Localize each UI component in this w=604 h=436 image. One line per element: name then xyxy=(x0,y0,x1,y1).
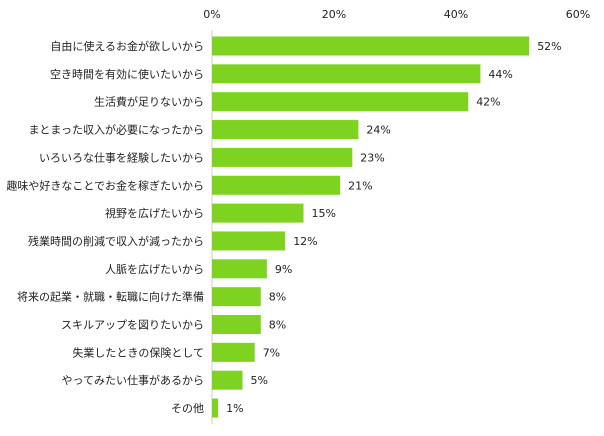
value-label: 52% xyxy=(537,40,561,53)
category-label: 残業時間の削減で収入が減ったから xyxy=(28,234,204,248)
bar xyxy=(212,147,353,167)
category-label: 自由に使えるお金が欲しいから xyxy=(50,39,204,53)
category-label: やってみたい仕事があるから xyxy=(62,373,204,387)
bar xyxy=(212,64,481,84)
bar xyxy=(212,120,359,140)
bar xyxy=(212,36,530,56)
value-label: 44% xyxy=(488,68,512,81)
category-label: いろいろな仕事を経験したいから xyxy=(39,150,204,164)
category-label: 空き時間を有効に使いたいから xyxy=(50,67,204,81)
value-label: 8% xyxy=(269,319,286,332)
bar xyxy=(212,259,267,279)
category-label: 生活費が足りないから xyxy=(94,95,204,109)
bar xyxy=(212,370,243,390)
x-tick-label: 60% xyxy=(566,8,590,21)
bar xyxy=(212,315,261,334)
value-label: 9% xyxy=(275,263,292,276)
bar xyxy=(212,231,286,251)
value-label: 8% xyxy=(269,291,286,304)
value-label: 15% xyxy=(312,207,336,220)
category-label: 人脈を広げたいから xyxy=(105,262,204,276)
value-label: 23% xyxy=(360,151,384,164)
category-label: 趣味や好きなことでお金を稼ぎたいから xyxy=(6,178,204,192)
category-label: スキルアップを図りたいから xyxy=(61,319,204,332)
value-label: 7% xyxy=(263,346,280,359)
bar xyxy=(212,342,255,362)
x-axis-ticks: 0% 20% 40% 60% xyxy=(203,8,590,21)
value-label: 21% xyxy=(348,179,372,192)
value-label: 5% xyxy=(251,374,268,387)
value-label: 24% xyxy=(366,124,390,137)
bar xyxy=(212,203,304,223)
x-tick-label: 20% xyxy=(322,8,346,21)
category-label: 将来の起業・就職・転職に向けた準備 xyxy=(17,290,204,304)
value-label: 12% xyxy=(293,235,317,248)
bar xyxy=(212,398,219,418)
category-labels: 自由に使えるお金が欲しいから空き時間を有効に使いたいから生活費が足りないからまと… xyxy=(6,39,204,415)
category-label: 視野を広げたいから xyxy=(105,206,204,220)
value-label: 42% xyxy=(476,96,500,109)
bar xyxy=(212,175,341,195)
category-label: まとまった収入が必要になったから xyxy=(28,123,204,137)
bar xyxy=(212,92,469,112)
value-label: 1% xyxy=(226,402,243,415)
bar xyxy=(212,287,261,307)
value-labels: 52% 44% 42% 24% 23% 21% 15% 12% 9% 8% 8% 7% 5% 1% xyxy=(226,40,562,415)
category-label: その他 xyxy=(171,402,204,415)
bars-group xyxy=(212,36,530,418)
category-label: 失業したときの保険として xyxy=(72,345,204,359)
x-tick-label: 0% xyxy=(203,8,220,21)
x-tick-label: 40% xyxy=(444,8,468,21)
